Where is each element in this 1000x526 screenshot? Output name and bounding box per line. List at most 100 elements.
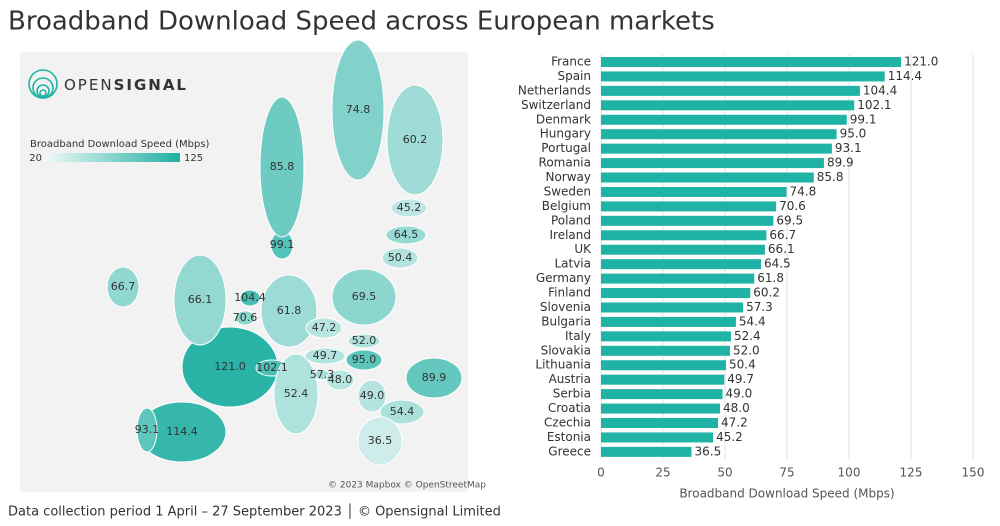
y-tick-label: Italy bbox=[565, 329, 591, 343]
bar bbox=[601, 158, 824, 169]
map-region bbox=[239, 289, 261, 307]
logo-text: OPEN bbox=[64, 76, 114, 94]
value-label: 36.5 bbox=[695, 444, 722, 458]
x-tick-label: 25 bbox=[655, 466, 670, 480]
map-value-label: 36.5 bbox=[368, 434, 393, 447]
value-label: 52.4 bbox=[734, 329, 761, 343]
value-label: 66.1 bbox=[768, 242, 795, 256]
map-region bbox=[259, 96, 305, 238]
bar bbox=[601, 215, 774, 226]
map-region bbox=[345, 349, 383, 371]
value-label: 45.2 bbox=[716, 430, 743, 444]
map-region bbox=[347, 333, 381, 349]
map-value-label: 54.4 bbox=[390, 405, 415, 418]
chart-title: Broadband Download Speed across European… bbox=[8, 7, 715, 37]
map-credit: © 2023 Mapbox © OpenStreetMap bbox=[328, 481, 486, 491]
value-label: 52.0 bbox=[733, 343, 760, 357]
map-value-label: 61.8 bbox=[277, 304, 302, 317]
value-label: 54.4 bbox=[739, 314, 766, 328]
map-region bbox=[390, 198, 428, 218]
bar bbox=[601, 85, 860, 96]
value-label: 57.3 bbox=[746, 300, 773, 314]
y-tick-label: Romania bbox=[539, 156, 591, 170]
colorbar bbox=[46, 153, 180, 162]
y-tick-label: Hungary bbox=[540, 127, 591, 141]
map-region bbox=[305, 317, 343, 339]
x-axis-label: Broadband Download Speed (Mbps) bbox=[679, 487, 894, 501]
map-region bbox=[325, 369, 355, 391]
map-region bbox=[260, 274, 318, 348]
bar bbox=[601, 374, 725, 385]
y-tick-label: Estonia bbox=[547, 430, 591, 444]
bar bbox=[601, 114, 847, 125]
map-region bbox=[273, 353, 319, 435]
map-region bbox=[331, 39, 385, 181]
value-label: 95.0 bbox=[840, 127, 867, 141]
map-value-label: 74.8 bbox=[346, 103, 371, 116]
map-value-label: 85.8 bbox=[270, 160, 295, 173]
bar bbox=[601, 230, 767, 241]
y-tick-label: Portugal bbox=[541, 141, 591, 155]
logo-icon bbox=[28, 69, 58, 99]
map-value-label: 102.1 bbox=[256, 361, 288, 374]
map-value-label: 47.2 bbox=[312, 321, 337, 334]
map-value-label: 52.4 bbox=[284, 387, 309, 400]
map-value-label: 64.5 bbox=[394, 228, 419, 241]
y-tick-label: France bbox=[551, 55, 591, 69]
bar bbox=[601, 259, 761, 270]
y-tick-label: Slovakia bbox=[541, 343, 591, 357]
bar bbox=[601, 446, 692, 457]
y-tick-label: Finland bbox=[548, 286, 591, 300]
value-label: 70.6 bbox=[779, 199, 806, 213]
map-value-label: 49.0 bbox=[360, 389, 385, 402]
value-label: 69.5 bbox=[776, 213, 803, 227]
x-tick-label: 50 bbox=[717, 466, 732, 480]
y-tick-label: Czechia bbox=[544, 416, 591, 430]
y-tick-label: Ireland bbox=[549, 228, 591, 242]
map-value-label: 93.1 bbox=[135, 423, 160, 436]
map-region bbox=[385, 225, 427, 245]
value-label: 99.1 bbox=[850, 112, 877, 126]
bar bbox=[601, 360, 726, 371]
map-value-label: 70.6 bbox=[233, 311, 258, 324]
bar bbox=[601, 389, 723, 400]
bar bbox=[601, 345, 730, 356]
y-tick-label: Austria bbox=[549, 372, 591, 386]
map-value-label: 69.5 bbox=[352, 290, 377, 303]
value-label: 50.4 bbox=[729, 358, 756, 372]
colorbar-tick: 125 bbox=[184, 153, 203, 164]
colorbar-label: Broadband Download Speed (Mbps) bbox=[30, 139, 210, 150]
bar bbox=[601, 403, 721, 414]
y-tick-label: UK bbox=[574, 242, 592, 256]
value-label: 121.0 bbox=[904, 55, 938, 69]
y-tick-label: Spain bbox=[557, 69, 591, 83]
value-label: 60.2 bbox=[753, 286, 780, 300]
map-value-label: 45.2 bbox=[397, 201, 422, 214]
value-label: 93.1 bbox=[835, 141, 862, 155]
map-value-label: 95.0 bbox=[352, 353, 377, 366]
bar bbox=[601, 71, 885, 82]
bar bbox=[601, 302, 744, 313]
x-tick-label: 75 bbox=[779, 466, 794, 480]
map-value-label: 52.0 bbox=[352, 334, 377, 347]
value-label: 104.4 bbox=[863, 83, 897, 97]
bar bbox=[601, 100, 855, 111]
map-value-label: 114.4 bbox=[166, 425, 198, 438]
map-value-label: 104.4 bbox=[234, 291, 266, 304]
map-region bbox=[405, 357, 463, 399]
value-label: 85.8 bbox=[817, 170, 844, 184]
map-value-label: 99.1 bbox=[270, 238, 295, 251]
value-label: 66.7 bbox=[769, 228, 796, 242]
bar bbox=[601, 57, 902, 67]
value-label: 102.1 bbox=[857, 98, 891, 112]
y-tick-label: Germany bbox=[536, 271, 591, 285]
map-value-label: 66.1 bbox=[188, 293, 213, 306]
map-region bbox=[357, 379, 387, 413]
y-tick-label: Poland bbox=[551, 213, 591, 227]
map: 121.0 114.4 104.4 102.1 99.1 95.0 93.1 89.9 85.8… bbox=[106, 39, 463, 466]
y-tick-label: Bulgaria bbox=[541, 314, 591, 328]
x-tick-label: 100 bbox=[838, 466, 861, 480]
value-label: 49.7 bbox=[727, 372, 754, 386]
bar bbox=[601, 273, 755, 284]
